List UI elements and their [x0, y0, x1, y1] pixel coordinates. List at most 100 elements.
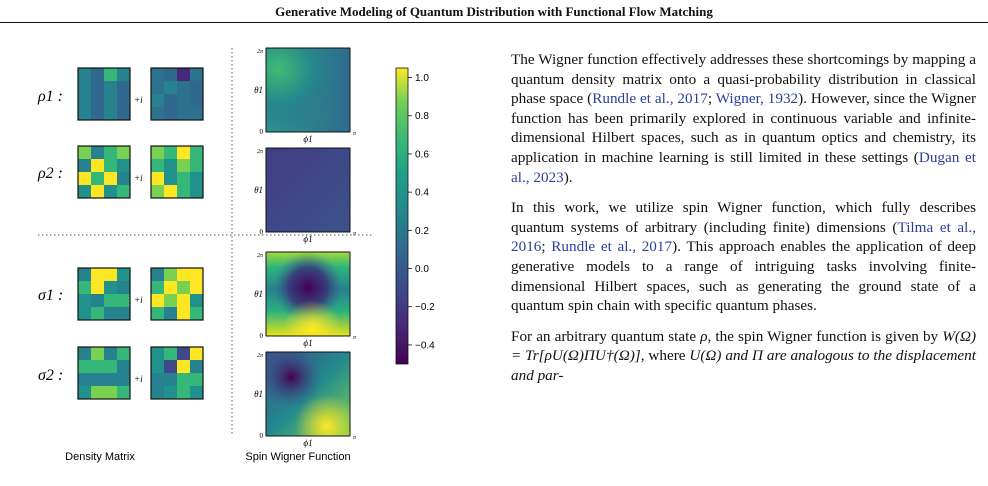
plus-i-2: +i [134, 173, 143, 183]
y-label-2: θ1 [254, 185, 263, 195]
wigner-axes: 2π θ1 0 ϕ1 π 2π θ1 0 ϕ1 π 2π θ1 0 ϕ1 π 2π θ1 0 ϕ1 π [254, 49, 357, 448]
density-cell [117, 68, 130, 81]
density-cell [190, 146, 203, 159]
citation-wigner-1932[interactable]: Wigner, 1932 [715, 90, 799, 108]
running-header: Generative Modeling of Quantum Distribut… [275, 4, 713, 19]
density-cell [151, 185, 164, 198]
density-cell [78, 281, 91, 294]
density-cell [164, 360, 177, 373]
y-label-1: θ1 [254, 85, 263, 95]
density-cell [117, 146, 130, 159]
density-cell [177, 360, 190, 373]
density-cell [91, 307, 104, 320]
density-cell [104, 185, 117, 198]
header-rule [0, 22, 988, 23]
density-matrix-5 [77, 267, 131, 321]
density-matrix-8 [150, 346, 204, 400]
density-matrix-3 [77, 145, 131, 199]
x-end-tick-2: π [353, 231, 357, 237]
citation-tilma-2016[interactable]: Tilma et al., 2016 [511, 218, 976, 256]
density-cell [151, 347, 164, 360]
density-cell [177, 68, 190, 81]
density-cell [117, 294, 130, 307]
colorbar-tick-label: 0.0 [415, 264, 429, 275]
density-cell [151, 172, 164, 185]
colorbar-tick-label: 0.8 [415, 111, 429, 122]
density-cell [177, 281, 190, 294]
density-cell [91, 159, 104, 172]
density-cell [151, 386, 164, 399]
density-cell [104, 94, 117, 107]
density-cell [177, 386, 190, 399]
figure-svg: ρ1 : ρ2 : σ1 : σ2 : +i +i +i +i [37, 47, 435, 463]
figure-panel: ρ1 : ρ2 : σ1 : σ2 : +i +i +i +i [0, 30, 490, 486]
x-end-tick-1: π [353, 131, 357, 137]
density-cell [164, 68, 177, 81]
density-cell [104, 281, 117, 294]
density-cell [164, 159, 177, 172]
density-cell [104, 68, 117, 81]
density-cell [190, 373, 203, 386]
density-cell [177, 294, 190, 307]
density-matrix-7 [77, 346, 131, 400]
paragraph-3: For an arbitrary quantum state ρ, the sp… [511, 327, 977, 384]
y-label-3: θ1 [254, 289, 263, 299]
density-cell [104, 172, 117, 185]
wigner-panel-1 [265, 47, 351, 133]
citation-dugan-2023[interactable]: Dugan et al., 2023 [511, 148, 977, 186]
plus-i-3: +i [134, 295, 143, 305]
density-cell [117, 268, 130, 281]
x-end-tick-3: π [353, 335, 357, 341]
density-cell [78, 268, 91, 281]
density-matrix-6 [150, 267, 204, 321]
density-cell [78, 360, 91, 373]
density-cell [104, 347, 117, 360]
body-text: The Wigner function effectively addresse… [511, 50, 976, 397]
plus-i-4: +i [134, 374, 143, 384]
x-label-1: ϕ1 [303, 134, 312, 144]
density-cell [78, 107, 91, 120]
row-label-rho2: ρ2 : [37, 165, 63, 182]
density-cell [177, 185, 190, 198]
density-cell [177, 159, 190, 172]
density-cell [91, 146, 104, 159]
density-cell [190, 307, 203, 320]
density-cell [117, 347, 130, 360]
density-matrix-border [77, 145, 131, 199]
density-cell [164, 268, 177, 281]
density-cell [91, 94, 104, 107]
row-label-rho1: ρ1 : [37, 88, 63, 105]
density-cell [190, 360, 203, 373]
density-cell [91, 268, 104, 281]
y-label-4: θ1 [254, 389, 263, 399]
density-cell [104, 294, 117, 307]
density-matrix-border [150, 145, 204, 199]
density-cell [78, 373, 91, 386]
density-cell [190, 81, 203, 94]
density-cell [151, 159, 164, 172]
density-cell [104, 146, 117, 159]
density-cell [151, 68, 164, 81]
paragraph-1: The Wigner function effectively addresse… [511, 51, 977, 186]
density-cell [91, 107, 104, 120]
x-label-2: ϕ1 [303, 234, 312, 244]
colorbar-tick-label: −0.4 [415, 340, 435, 351]
density-cell [190, 185, 203, 198]
density-cell [91, 360, 104, 373]
citation-rundle-2017-b[interactable]: Rundle et al., 2017 [551, 238, 673, 256]
density-cell [117, 360, 130, 373]
citation-rundle-2017[interactable]: Rundle et al., 2017 [592, 90, 708, 108]
density-cell [151, 281, 164, 294]
density-cell [78, 347, 91, 360]
density-cell [117, 159, 130, 172]
density-cell [164, 81, 177, 94]
density-cell [117, 94, 130, 107]
density-cell [91, 68, 104, 81]
density-cell [104, 268, 117, 281]
wigner-panel-2 [265, 147, 351, 233]
density-cell [104, 386, 117, 399]
density-cell [151, 294, 164, 307]
density-matrix-4 [150, 145, 204, 199]
density-matrix-border [150, 267, 204, 321]
density-cell [104, 307, 117, 320]
